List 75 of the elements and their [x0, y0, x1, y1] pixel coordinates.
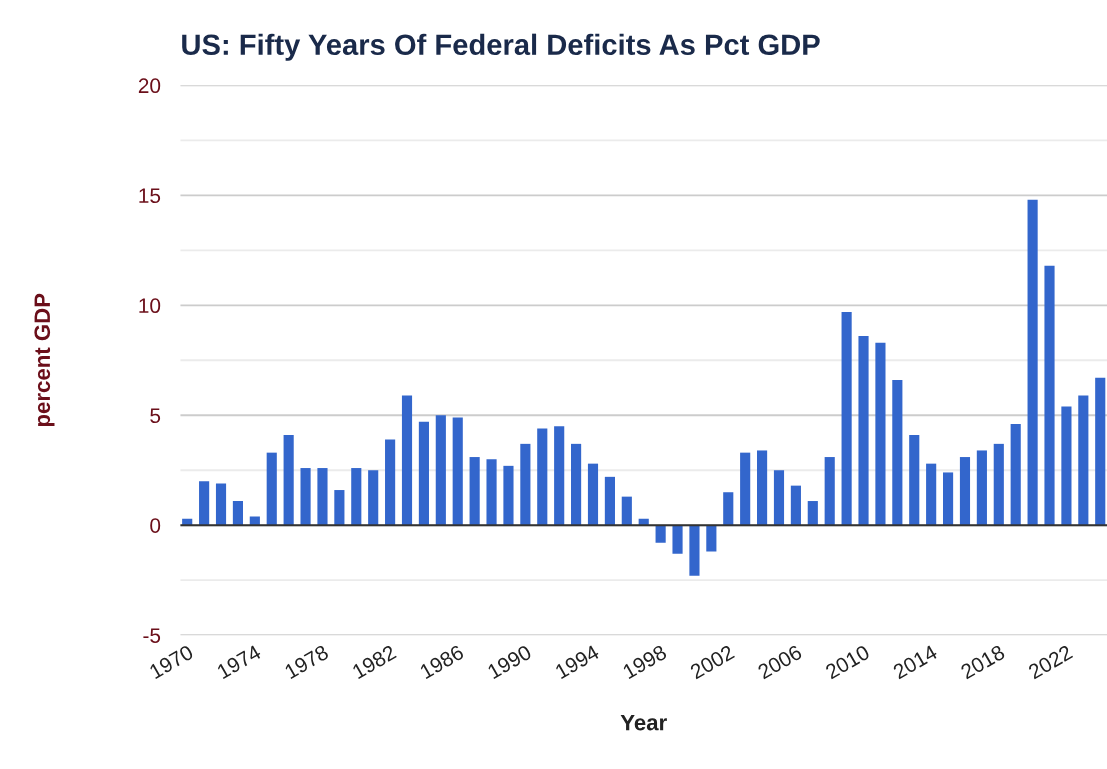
- y-tick-label: 0: [150, 518, 161, 533]
- bar: [401, 395, 413, 526]
- bar: [199, 481, 210, 526]
- bar: [909, 435, 920, 526]
- bar: [266, 452, 277, 526]
- bar: [604, 476, 615, 526]
- y-tick-label: 10: [139, 298, 161, 314]
- bar: [790, 485, 801, 526]
- bar: [418, 421, 429, 526]
- bar: [232, 501, 243, 526]
- bar: [841, 311, 852, 526]
- bar: [807, 501, 818, 526]
- bar: [469, 457, 480, 526]
- bar: [1044, 265, 1055, 526]
- bar: [1078, 395, 1089, 526]
- bar: [283, 435, 294, 526]
- bar: [317, 468, 328, 526]
- bar: [537, 428, 548, 526]
- y-axis-title: percent GDP: [34, 293, 55, 427]
- chart-title: US: Fifty Years Of Federal Deficits As Pct GDP: [182, 33, 820, 61]
- bar: [1061, 406, 1072, 526]
- bar: [1010, 424, 1021, 526]
- bar: [1095, 377, 1106, 526]
- y-tick-label: -5: [143, 628, 161, 643]
- bar: [875, 342, 886, 526]
- x-tick-label: 2018: [959, 644, 1006, 680]
- x-tick-label: 1990: [486, 644, 533, 680]
- bar: [385, 439, 396, 526]
- x-tick-label: 1974: [216, 644, 262, 680]
- bar: [959, 457, 971, 526]
- bar: [1027, 199, 1038, 526]
- bar: [587, 463, 599, 526]
- bar: [706, 525, 717, 552]
- bar: [740, 452, 751, 526]
- y-tick-label: 15: [139, 188, 161, 204]
- bar: [858, 336, 869, 526]
- bar: [351, 468, 362, 526]
- y-tick-label: 20: [138, 78, 161, 94]
- bar: [486, 459, 497, 526]
- bar: [520, 443, 531, 526]
- x-tick-label: 2022: [1027, 644, 1074, 680]
- bar: [976, 450, 987, 526]
- bar: [723, 492, 734, 526]
- bar: [993, 443, 1004, 526]
- bar: [435, 415, 446, 526]
- bar: [215, 483, 227, 526]
- x-axis-title: Year: [620, 714, 667, 731]
- y-tick-label: 5: [150, 408, 161, 424]
- x-tick-label: 1970: [148, 644, 195, 680]
- bar: [773, 470, 785, 526]
- bar: [334, 490, 345, 526]
- x-tick-label: 1982: [351, 644, 397, 680]
- bar: [452, 417, 463, 526]
- x-tick-label: 2006: [756, 644, 803, 680]
- x-tick-label: 1994: [554, 644, 601, 680]
- bar: [655, 525, 666, 543]
- x-tick-label: 1986: [419, 644, 465, 680]
- bar: [689, 525, 700, 576]
- bar: [942, 472, 954, 526]
- x-tick-label: 2010: [824, 644, 871, 680]
- x-tick-label: 1978: [283, 644, 330, 680]
- bar: [621, 496, 632, 526]
- bar: [824, 457, 835, 526]
- x-tick-label: 2002: [689, 644, 736, 680]
- bar: [554, 426, 565, 526]
- bar: [571, 443, 582, 526]
- x-tick-label: 1998: [622, 644, 668, 680]
- bar: [926, 463, 937, 526]
- bar: [503, 465, 514, 526]
- bar: [300, 468, 311, 526]
- bar: [368, 470, 379, 526]
- bar: [757, 450, 768, 526]
- bar: [672, 525, 683, 554]
- bar: [892, 380, 903, 526]
- x-tick-label: 2014: [892, 644, 939, 680]
